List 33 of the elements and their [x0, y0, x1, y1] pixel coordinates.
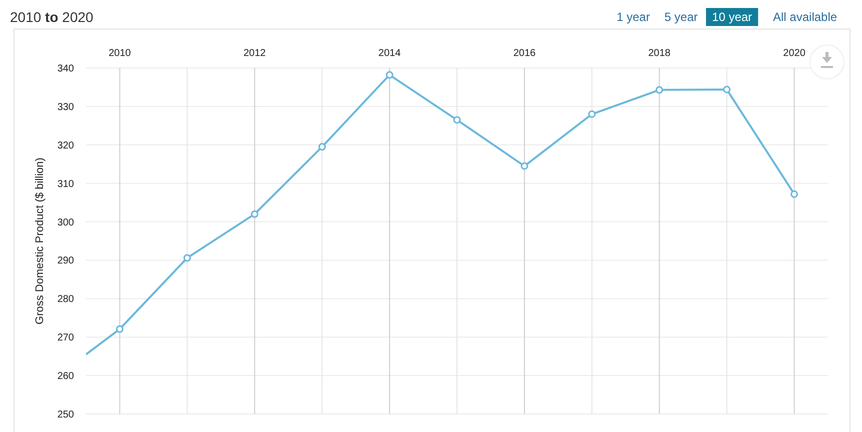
y-tick-label: 340 — [57, 64, 74, 74]
point — [250, 210, 258, 218]
x-tick-label: 2010 — [108, 48, 132, 59]
x-tick-label: 2012 — [244, 48, 266, 59]
y-tick-label: 250 — [57, 410, 74, 420]
y-tick-label: 270 — [57, 332, 74, 344]
x-tick-label: 2014 — [378, 48, 402, 59]
y-tick-label: 320 — [57, 140, 74, 152]
y-tick-label: 290 — [57, 256, 74, 267]
y-tick-label: 330 — [57, 102, 74, 113]
point — [183, 254, 191, 262]
x-tick-label: 2016 — [513, 48, 536, 59]
point — [453, 116, 461, 124]
text: 1 year — [616, 10, 650, 24]
y-tick-label: 280 — [57, 294, 74, 306]
y-axis-title: Gross Domestic Product ($ billion) — [34, 158, 46, 324]
point — [520, 162, 528, 170]
point — [318, 143, 326, 151]
point — [790, 190, 798, 198]
point — [386, 71, 394, 79]
point — [723, 86, 731, 94]
y-tick-label: 260 — [57, 371, 74, 382]
text: All available — [773, 10, 838, 24]
text: 5 year — [664, 10, 698, 24]
x-tick-label: 2018 — [648, 48, 671, 59]
x-tick-label: 2020 — [783, 48, 806, 59]
point — [656, 86, 664, 94]
point — [588, 110, 596, 118]
y-tick-label: 300 — [57, 217, 74, 228]
text: 10 year — [712, 10, 752, 24]
chart-title: 2010 to 2020 — [10, 9, 94, 25]
point — [116, 325, 124, 333]
y-tick-label: 310 — [57, 178, 74, 190]
